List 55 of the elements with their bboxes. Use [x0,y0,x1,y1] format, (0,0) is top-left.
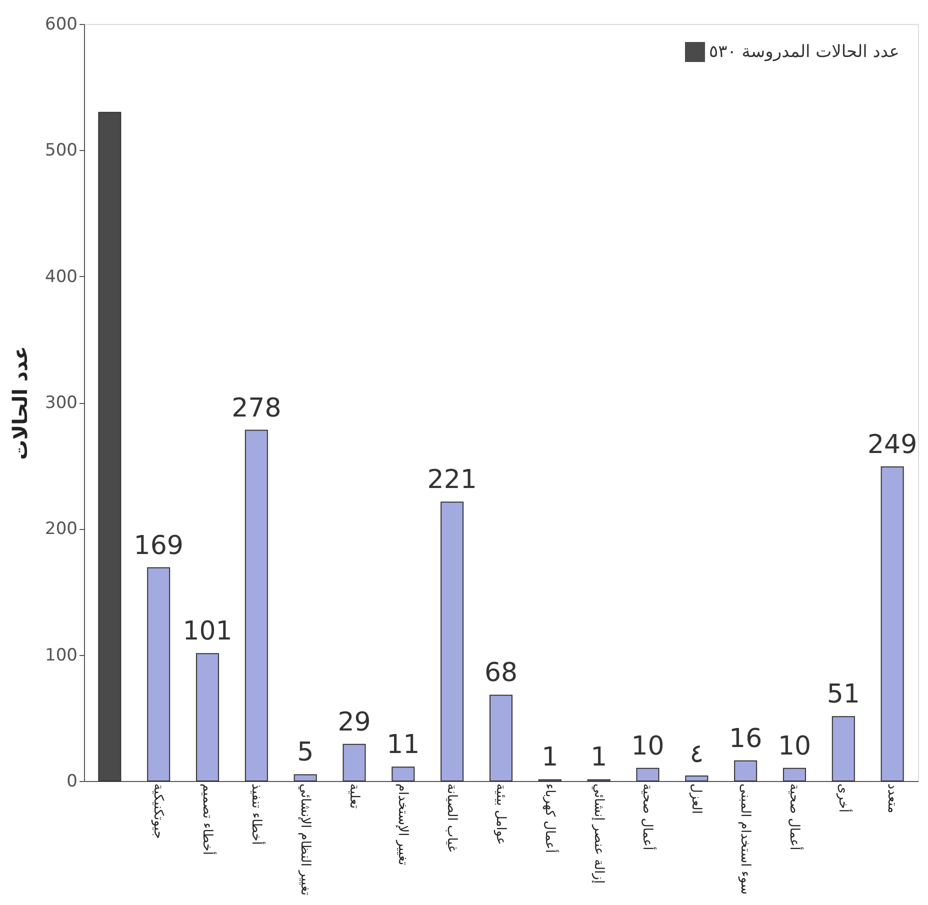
data-label: 1 [542,742,558,773]
data-label: 101 [182,616,232,647]
bar [636,768,660,782]
bar [147,567,170,782]
data-label: ٤ [690,738,704,769]
data-label: 221 [427,465,477,496]
bar [685,775,708,782]
x-tick-label: أخطاء تصميم [200,784,217,855]
bar [489,694,513,782]
legend-label: عدد الحالات المدروسة ٥٣٠ [709,42,900,62]
data-label: 51 [826,680,860,710]
data-label: 10 [631,731,664,762]
data-label: 16 [729,724,762,754]
x-tick-label: أخطاء تنفيذ [248,784,266,845]
y-tick-label: 300 [45,393,78,413]
y-tick-label: 200 [45,519,78,540]
x-tick-label: تغيير الإستخدام [395,784,410,866]
x-tick-label: متعدد [884,784,900,814]
x-tick-label: عوامل بيئية [493,784,508,845]
x-tick-label: أعمال صحية [640,784,657,850]
data-label: 29 [338,707,371,738]
bar [392,766,415,782]
data-label: 278 [232,393,282,424]
x-tick-label: جيوتكنيكية [150,784,166,839]
y-tick-label: 600 [45,14,78,34]
bar [734,760,758,782]
x-tick-label: تعلية [346,784,362,809]
x-tick-label: أعمال صحية [786,784,804,850]
y-tick-label: 400 [45,266,78,287]
x-tick-label: العزل [688,784,704,814]
bar [440,502,464,782]
x-tick-label: سوء استخدام المبنى [738,784,753,895]
bar [880,466,904,782]
bar [832,716,855,782]
data-label: 1 [590,742,608,773]
x-tick-label: إزالة عنصر إنشائي [590,784,606,884]
x-tick-label: تغيير النظام الإنشائي [297,784,312,896]
data-label: 11 [386,730,420,760]
x-tick-label: أخرى [835,784,852,812]
bar [342,744,366,782]
bar [244,430,268,782]
y-tick-label: 500 [45,140,78,161]
data-label: 68 [484,658,518,688]
y-axis-title: عدد الحالات [8,346,32,460]
bar [782,768,806,782]
data-label: 169 [134,530,184,561]
y-tick-label: 0 [66,772,78,792]
bar [196,653,220,782]
x-tick-label: غياب الصيانة [444,784,460,852]
data-label: 5 [297,738,314,768]
data-label: 249 [868,430,918,460]
x-tick-label: أعمال كهرباء [542,784,559,853]
y-tick-label: 100 [45,645,78,666]
bar [294,774,317,782]
data-label: 10 [778,731,812,762]
